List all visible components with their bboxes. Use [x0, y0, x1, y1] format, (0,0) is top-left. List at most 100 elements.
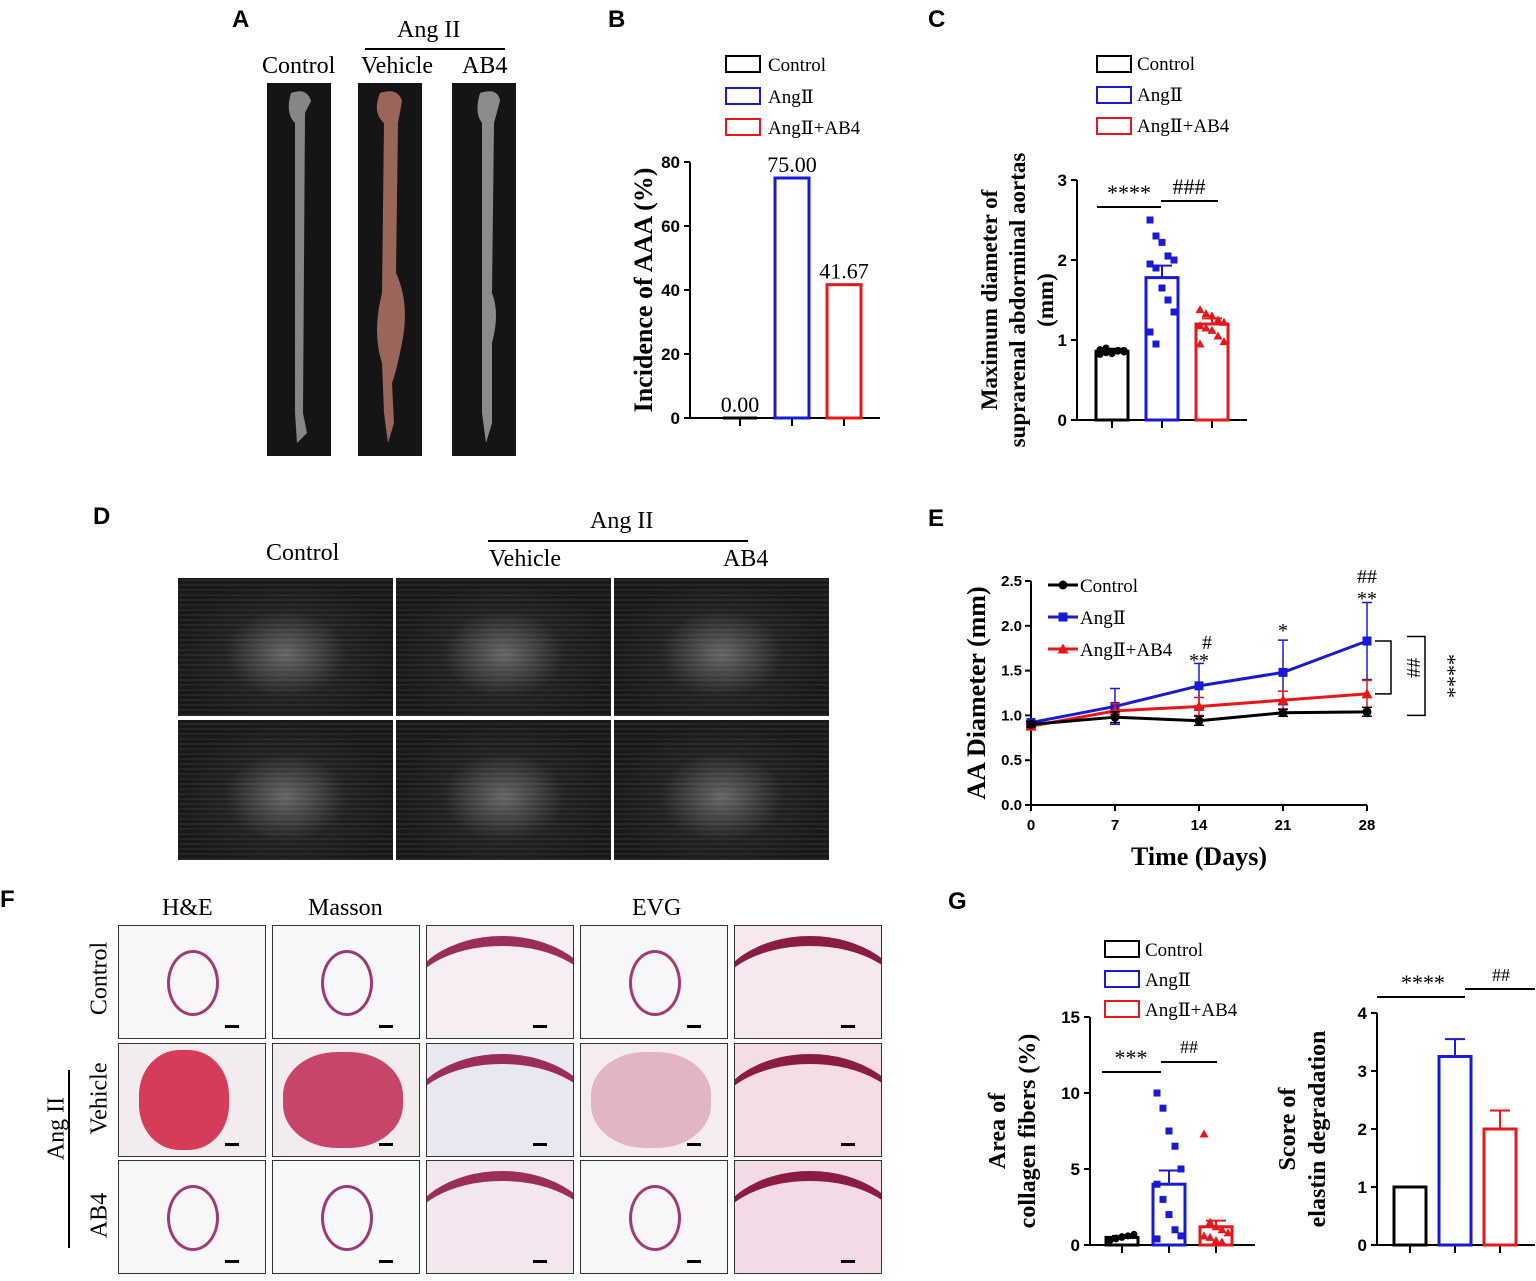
annotation: ## — [1357, 566, 1377, 588]
data-point — [1177, 1232, 1185, 1240]
histology-evg-row1 — [580, 925, 728, 1039]
column-label: Vehicle — [489, 546, 561, 572]
data-point — [1109, 705, 1121, 716]
row-label: Control — [86, 941, 113, 1016]
data-point — [1114, 346, 1122, 354]
x-axis-label: Time (Days) — [1131, 842, 1267, 871]
data-point — [1205, 1217, 1215, 1226]
group-line-d — [488, 540, 748, 542]
y-tick-label: 2.5 — [1001, 573, 1022, 590]
data-point — [1152, 340, 1160, 348]
data-point — [1201, 323, 1211, 332]
sig-label: **** — [1107, 180, 1151, 205]
y-tick-label: 2 — [1058, 251, 1067, 270]
tissue-section — [629, 950, 681, 1016]
data-point — [1146, 216, 1154, 224]
legend-swatch-angii — [1096, 86, 1132, 104]
bar — [1482, 1127, 1518, 1247]
legend-swatch-ab4 — [725, 118, 761, 136]
data-point — [1362, 707, 1372, 717]
y-axis-label: Maximum diameter of — [977, 189, 1002, 410]
data-point — [1361, 688, 1373, 699]
data-point — [1194, 681, 1204, 691]
data-point — [1194, 716, 1204, 726]
group-label-a: Ang II — [397, 17, 461, 43]
histology-masson-zoom-row2 — [426, 1043, 574, 1157]
y-tick-label: 3 — [1358, 1062, 1367, 1081]
y-tick-label: 2 — [1358, 1120, 1367, 1139]
sig-label: **** — [1401, 970, 1445, 995]
scale-bar — [533, 1260, 547, 1263]
histology-he-row1 — [118, 925, 266, 1039]
data-point — [1118, 1233, 1126, 1241]
chart-b: Control AngⅡ AngⅡ+AB4 0 20 40 60 80 0.00 75.00… — [629, 55, 880, 428]
ultrasound-vehicle-longitudinal — [396, 720, 611, 860]
tissue-section — [629, 1185, 681, 1251]
column-label: Vehicle — [361, 53, 433, 79]
x-tick-label: 0 — [1027, 817, 1035, 834]
sig-label: *** — [1115, 1045, 1148, 1070]
legend-swatch-control — [1096, 55, 1132, 73]
group-label-f: Ang II — [43, 1096, 70, 1161]
group-line-a — [365, 48, 505, 50]
tissue-section — [735, 1054, 881, 1156]
data-point — [1193, 700, 1205, 711]
legend-label-angii: AngⅡ — [1137, 85, 1183, 106]
data-point — [1219, 317, 1229, 326]
y-axis-label: suprarenal abdorminal aortas — [1005, 153, 1030, 448]
legend-swatch-angii — [1104, 970, 1140, 988]
y-tick-label: 1.5 — [1001, 663, 1022, 680]
histology-masson-zoom-row1 — [426, 925, 574, 1039]
legend-label: Control — [1080, 576, 1138, 597]
y-tick-label: 0 — [1358, 1236, 1367, 1255]
legend-label-control: Control — [768, 55, 826, 76]
histology-masson-row2 — [272, 1043, 420, 1157]
legend-label-ab4: AngⅡ+AB4 — [768, 118, 861, 139]
column-label: Masson — [308, 895, 383, 921]
histology-masson-row1 — [272, 925, 420, 1039]
tissue-section — [321, 1185, 373, 1251]
panel-letter-a: A — [232, 6, 250, 33]
data-point — [1171, 1142, 1179, 1150]
legend-label: AngⅡ — [1080, 608, 1126, 629]
bar — [825, 283, 863, 420]
data-point — [1205, 1232, 1215, 1241]
group-line-f — [68, 1070, 70, 1248]
histology-evg-zoom-row1 — [734, 925, 882, 1039]
data-point — [1152, 264, 1160, 272]
data-point — [1213, 315, 1223, 324]
scale-bar — [687, 1025, 701, 1028]
group-label-d: Ang II — [590, 508, 654, 534]
sig-label: ## — [1492, 965, 1510, 985]
data-point — [1096, 350, 1104, 358]
data-point — [1199, 1129, 1209, 1138]
y-axis-label: AA Diameter (mm) — [962, 586, 991, 799]
annotation: **** — [1436, 654, 1461, 698]
histology-evg-zoom-row2 — [734, 1043, 882, 1157]
data-point — [1213, 331, 1223, 340]
data-point — [1217, 1225, 1227, 1234]
y-axis-label: elastin degradation — [1305, 1031, 1331, 1228]
histology-he-row2 — [118, 1043, 266, 1157]
aorta-photo-control — [267, 83, 331, 456]
bracket — [1375, 640, 1392, 695]
scale-bar — [379, 1025, 393, 1028]
y-tick-label: 1 — [1358, 1178, 1367, 1197]
data-point — [1211, 1235, 1221, 1244]
column-label: H&E — [162, 895, 213, 921]
scale-bar — [687, 1260, 701, 1263]
scale-bar — [533, 1025, 547, 1028]
y-tick-label: 4 — [1358, 1004, 1368, 1023]
data-point — [1170, 308, 1178, 316]
bar — [1144, 276, 1180, 422]
histology-masson-zoom-row3 — [426, 1160, 574, 1274]
x-tick-label: 14 — [1191, 817, 1208, 834]
data-point — [1171, 1226, 1179, 1234]
data-point — [1278, 667, 1288, 677]
panel-letter-e: E — [928, 505, 945, 532]
ultrasound-ab4-transverse — [614, 578, 829, 716]
y-tick-label: 5 — [1071, 1160, 1080, 1179]
scale-bar — [379, 1260, 393, 1263]
x-tick-label: 21 — [1275, 817, 1292, 834]
